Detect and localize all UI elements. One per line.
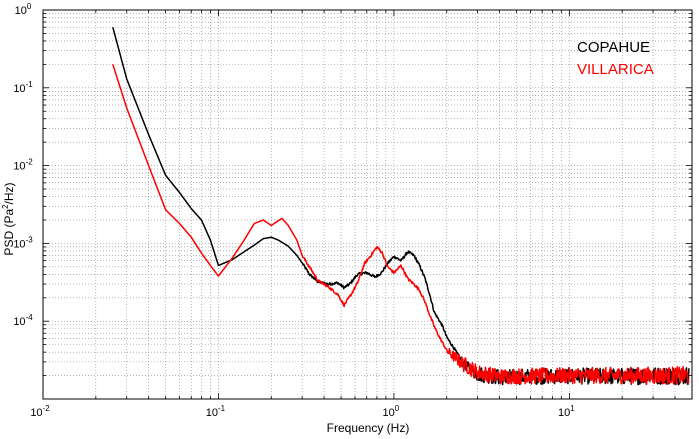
x-tick-label: 10-1: [206, 404, 226, 419]
y-tick-label-exp: -4: [26, 313, 34, 322]
y-tick-label-exp: 0: [27, 2, 32, 11]
y-axis-label-rest: /Hz): [2, 182, 16, 204]
plot-frame: [42, 9, 693, 400]
y-tick-label-base: 10: [13, 83, 25, 95]
y-tick-label: 10-4: [13, 313, 33, 328]
x-tick-label: 10-2: [30, 404, 50, 419]
x-tick-label-base: 10: [30, 407, 42, 419]
y-tick-label: 10-3: [13, 235, 33, 250]
legend-entry-villarica: VILLARICA: [577, 61, 654, 78]
y-tick-label: 100: [15, 2, 32, 17]
y-axis-label-main: PSD (Pa: [2, 209, 16, 256]
y-axis-label: PSD (Pa2/Hz): [1, 182, 16, 255]
series-line-villarica: [112, 64, 690, 386]
x-tick-label-base: 10: [206, 407, 218, 419]
x-tick-label-exp: -2: [43, 404, 51, 413]
y-tick-label-exp: -3: [26, 235, 34, 244]
x-tick-label: 101: [558, 404, 575, 419]
y-tick-label-base: 10: [13, 161, 25, 173]
x-tick-label-base: 10: [383, 407, 395, 419]
series-layer: [112, 27, 690, 386]
x-tick-label-exp: 1: [570, 404, 575, 413]
y-tick-label-base: 10: [13, 238, 25, 250]
y-tick-label: 10-2: [13, 158, 33, 173]
x-tick-label-base: 10: [558, 407, 570, 419]
series-line-copahue: [112, 27, 690, 386]
y-tick-label-base: 10: [15, 5, 27, 17]
grid: [43, 10, 692, 399]
y-tick-label-base: 10: [13, 316, 25, 328]
y-tick-label-exp: -2: [26, 158, 34, 167]
y-tick-label-exp: -1: [26, 80, 34, 89]
x-axis-label: Frequency (Hz): [327, 421, 410, 435]
x-tick-label-exp: -1: [218, 404, 226, 413]
ticks: [43, 10, 692, 399]
y-tick-label: 10-1: [13, 80, 33, 95]
x-tick-label-exp: 0: [395, 404, 400, 413]
legend-entry-copahue: COPAHUE: [577, 39, 650, 56]
x-tick-label: 100: [383, 404, 400, 419]
y-axis-label-sup: 2: [1, 204, 10, 209]
